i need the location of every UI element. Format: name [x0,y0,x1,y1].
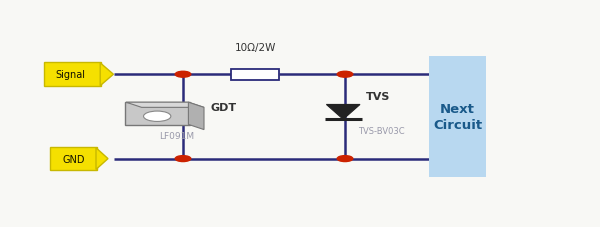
Polygon shape [100,64,113,86]
FancyBboxPatch shape [125,102,190,125]
Circle shape [337,156,353,162]
Circle shape [143,111,171,122]
Circle shape [175,156,191,162]
Text: Next
Circuit: Next Circuit [433,102,482,131]
FancyBboxPatch shape [50,148,97,170]
Circle shape [175,72,191,78]
FancyBboxPatch shape [44,63,101,87]
Text: 10Ω/2W: 10Ω/2W [235,43,275,53]
Polygon shape [326,105,360,120]
Polygon shape [96,148,108,170]
FancyBboxPatch shape [429,57,486,177]
FancyBboxPatch shape [231,69,279,80]
Text: Signal: Signal [56,70,86,80]
Text: TVS-BV03C: TVS-BV03C [358,126,405,135]
Text: TVS: TVS [366,91,391,101]
Polygon shape [188,103,204,130]
Text: LF091M: LF091M [160,132,194,141]
Circle shape [337,72,353,78]
Text: GND: GND [62,154,85,164]
Text: GDT: GDT [210,103,236,113]
Polygon shape [126,103,204,108]
